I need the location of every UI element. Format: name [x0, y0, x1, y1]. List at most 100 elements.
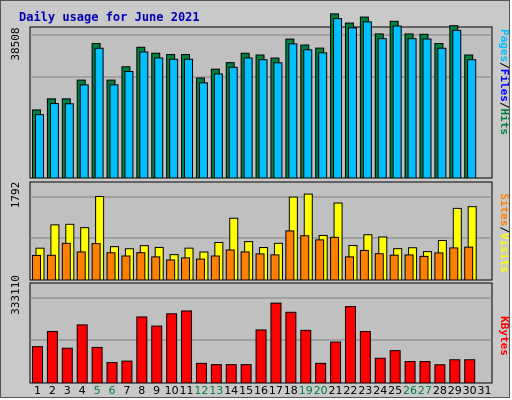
- kbytes-bar-kbytes-18: [285, 311, 297, 384]
- visits-sites-bar-sites-12: [195, 258, 205, 281]
- x-tick-label-31: 31: [478, 384, 492, 397]
- visits-sites-bar-sites-24: [374, 253, 384, 281]
- hits-files-legend-files: Files: [498, 69, 510, 102]
- kbytes-bar-kbytes-25: [389, 350, 401, 384]
- hits-files-bar-files-1: [35, 114, 44, 179]
- hits-files-bar-files-2: [49, 103, 59, 179]
- kbytes-legend-kbytes: KBytes: [498, 316, 510, 356]
- x-tick-label-6: 6: [108, 384, 115, 397]
- hits-files-bar-files-9: [154, 57, 164, 179]
- visits-sites-bar-sites-23: [359, 249, 369, 281]
- kbytes-bar-kbytes-16: [255, 329, 267, 384]
- hits-files-legend-separator: /: [498, 62, 510, 69]
- visits-sites-bar-sites-3: [61, 242, 71, 281]
- visits-sites-bar-sites-4: [76, 251, 86, 281]
- x-tick-label-16: 16: [254, 384, 268, 397]
- x-tick-label-29: 29: [448, 384, 462, 397]
- visits-sites-bar-sites-22: [344, 256, 354, 281]
- kbytes-bar-kbytes-1: [32, 346, 43, 384]
- visits-sites-bar-sites-16: [255, 253, 265, 281]
- x-tick-label-1: 1: [34, 384, 41, 397]
- x-tick-label-23: 23: [358, 384, 372, 397]
- kbytes-bar-kbytes-22: [344, 306, 356, 384]
- kbytes-bar-kbytes-4: [76, 324, 88, 384]
- visits-sites-bar-sites-7: [121, 255, 131, 281]
- x-tick-label-11: 11: [179, 384, 193, 397]
- hits-files-bar-files-5: [94, 47, 104, 179]
- x-tick-label-24: 24: [373, 384, 387, 397]
- visits-sites-bar-sites-2: [46, 254, 56, 281]
- x-tick-label-14: 14: [224, 384, 238, 397]
- kbytes-bar-kbytes-7: [121, 360, 133, 384]
- kbytes-bar-kbytes-29: [449, 359, 461, 384]
- x-tick-label-22: 22: [343, 384, 357, 397]
- kbytes-bar-kbytes-10: [166, 313, 178, 384]
- kbytes-bar-kbytes-26: [404, 361, 416, 384]
- x-tick-label-21: 21: [329, 384, 343, 397]
- x-tick-label-18: 18: [284, 384, 298, 397]
- hits-files-bar-files-27: [422, 38, 432, 179]
- kbytes-bar-kbytes-24: [374, 357, 386, 384]
- visits-sites-bar-sites-25: [389, 254, 399, 281]
- hits-files-bar-files-23: [362, 21, 372, 179]
- visits-sites-legend-sites: Sites: [498, 193, 510, 226]
- kbytes-ymax-label: 333110: [9, 275, 22, 315]
- x-tick-label-13: 13: [209, 384, 223, 397]
- x-tick-label-4: 4: [79, 384, 86, 397]
- hits-files-bar-files-12: [198, 82, 208, 179]
- hits-files-bar-files-15: [243, 57, 253, 179]
- kbytes-legend: KBytes: [498, 316, 510, 356]
- hits-files-legend-separator: /: [498, 102, 510, 109]
- visits-sites-bar-sites-28: [434, 252, 444, 281]
- hits-files-bar-files-11: [184, 58, 194, 179]
- kbytes-bar-kbytes-20: [315, 362, 327, 384]
- kbytes-bar-kbytes-11: [181, 310, 193, 384]
- visits-sites-bar-sites-8: [136, 252, 146, 281]
- kbytes-bar-kbytes-8: [136, 316, 148, 384]
- x-tick-label-8: 8: [138, 384, 145, 397]
- kbytes-bar-kbytes-2: [46, 330, 58, 384]
- visits-sites-bar-sites-17: [270, 254, 280, 281]
- visits-sites-bar-sites-9: [151, 256, 161, 281]
- hits-files-bar-files-25: [392, 25, 402, 179]
- hits-files-bar-files-16: [258, 59, 268, 179]
- hits-files-bar-files-24: [377, 38, 387, 179]
- kbytes-bar-kbytes-6: [106, 362, 118, 384]
- x-tick-label-28: 28: [433, 384, 447, 397]
- visits-sites-bar-sites-27: [419, 255, 429, 281]
- visits-sites-bar-sites-5: [91, 243, 101, 281]
- x-tick-label-19: 19: [299, 384, 313, 397]
- hits-files-bar-files-7: [124, 70, 134, 179]
- hits-files-bar-files-10: [169, 58, 179, 179]
- hits-files-bar-files-8: [139, 51, 149, 179]
- x-tick-label-15: 15: [239, 384, 253, 397]
- visits-sites-bar-sites-18: [285, 230, 295, 281]
- x-tick-label-9: 9: [153, 384, 160, 397]
- visits-sites-bar-sites-6: [106, 252, 116, 281]
- x-tick-label-3: 3: [64, 384, 71, 397]
- kbytes-bar-kbytes-28: [434, 364, 446, 384]
- visits-sites-legend-visits: Visits: [498, 233, 510, 273]
- visits-sites-bar-sites-20: [315, 239, 325, 281]
- x-tick-label-25: 25: [388, 384, 402, 397]
- kbytes-bar-kbytes-15: [240, 364, 252, 384]
- visits-sites-bar-sites-29: [449, 247, 459, 281]
- kbytes-bar-kbytes-19: [300, 329, 312, 384]
- hits-files-bar-files-19: [303, 49, 313, 179]
- x-tick-label-12: 12: [194, 384, 208, 397]
- hits-files-bar-files-30: [467, 59, 477, 179]
- kbytes-bar-kbytes-30: [464, 359, 476, 384]
- hits-files-bar-files-4: [79, 84, 89, 179]
- hits-files-bar-files-29: [452, 29, 462, 179]
- kbytes-bar-kbytes-23: [359, 330, 371, 384]
- kbytes-bar-kbytes-5: [91, 346, 103, 384]
- hits-files-bar-files-26: [407, 38, 417, 179]
- hits-files-bar-files-18: [288, 43, 298, 179]
- hits-files-bar-files-22: [347, 27, 357, 179]
- visits-sites-bar-sites-26: [404, 254, 414, 281]
- kbytes-bar-kbytes-17: [270, 302, 282, 384]
- x-tick-label-26: 26: [403, 384, 417, 397]
- hits-files-ymax-label: 38508: [9, 27, 22, 60]
- visits-sites-bar-sites-11: [181, 257, 191, 281]
